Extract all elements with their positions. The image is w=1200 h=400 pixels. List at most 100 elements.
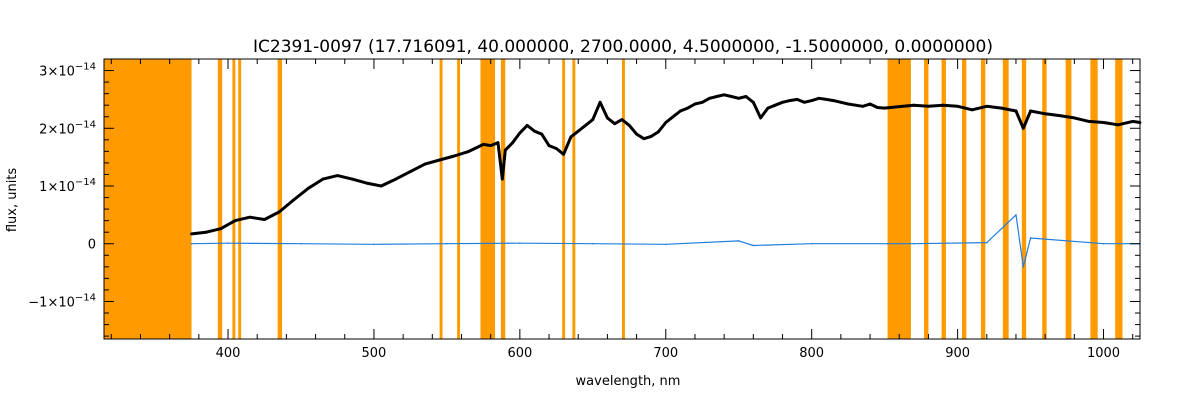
x-tick-label: 800 <box>799 346 824 361</box>
spectrum-point-79 <box>941 103 945 107</box>
spectrum-point-70 <box>839 100 843 104</box>
spectrum-point-34 <box>576 129 580 133</box>
residual-point-0 <box>190 242 193 245</box>
spectrum-point-40 <box>620 118 624 122</box>
spectrum-point-86 <box>1029 109 1032 113</box>
spectrum-point-84 <box>1014 109 1018 113</box>
spectrum-point-48 <box>678 109 682 113</box>
spectrum-point-8 <box>306 186 310 190</box>
x-tick-label: 500 <box>362 346 387 361</box>
spectrum-point-53 <box>715 95 719 98</box>
masked-region-9 <box>562 59 566 339</box>
spectrum-point-52 <box>708 96 711 100</box>
spectrum-point-27 <box>525 123 529 127</box>
residual-point-13 <box>985 241 988 244</box>
residual-point-4 <box>446 242 448 245</box>
spectrum-line <box>191 93 1141 236</box>
residual-point-10 <box>810 242 813 245</box>
residual-point-14 <box>1015 214 1017 216</box>
residual-point-1 <box>227 242 229 244</box>
spectrum-point-42 <box>635 132 638 136</box>
masked-region-18 <box>1021 59 1027 339</box>
spectrum-point-62 <box>781 100 784 104</box>
masked-region-3 <box>238 59 242 339</box>
spectrum-point-93 <box>1131 119 1135 123</box>
spectrum-point-32 <box>562 152 566 156</box>
y-axis: −1×10−14 0 1×10−14 2×10−14 3×10−14 <box>28 58 1140 337</box>
spectrum-point-87 <box>1043 112 1047 116</box>
spectrum-point-82 <box>985 104 989 108</box>
residual-point-5 <box>519 242 521 244</box>
spectrum-point-72 <box>854 103 857 107</box>
spectrum-point-19 <box>467 149 471 153</box>
spectrum-point-35 <box>584 123 587 127</box>
spectrum-point-63 <box>788 99 792 102</box>
spectrum-point-57 <box>744 95 748 98</box>
spectrum-point-14 <box>394 177 398 181</box>
residual-point-11 <box>886 242 889 245</box>
masked-region-20 <box>1065 59 1072 339</box>
spectrum-point-13 <box>379 184 383 188</box>
spectrum-point-55 <box>730 95 733 98</box>
residual-line <box>191 214 1140 268</box>
masked-region-14 <box>941 59 946 339</box>
masked-region-7 <box>480 59 496 339</box>
residual-point-2 <box>300 242 302 245</box>
masked-region-8 <box>500 59 506 339</box>
residual-point-6 <box>592 242 594 245</box>
masked-region-19 <box>1042 59 1047 339</box>
masked-region-15 <box>961 59 967 339</box>
residual-point-8 <box>737 240 740 242</box>
spectrum-point-76 <box>883 106 887 110</box>
spectrum-point-75 <box>875 106 879 109</box>
spectrum-point-11 <box>350 177 354 181</box>
spectrum-point-85 <box>1021 126 1025 130</box>
spectrum-point-49 <box>686 106 690 110</box>
x-tick-label: 700 <box>653 346 678 361</box>
spectrum-point-90 <box>1087 119 1091 123</box>
masked-region-12 <box>887 59 911 339</box>
spectrum-point-5 <box>263 218 266 221</box>
spectrum-point-1 <box>204 230 208 234</box>
masked-region-5 <box>439 59 443 339</box>
plot-frame <box>103 58 1141 340</box>
spectrum-point-29 <box>540 132 544 136</box>
y-tick-label: −1×10−14 <box>28 292 96 310</box>
masked-region-0 <box>104 59 192 339</box>
masked-region-6 <box>457 59 461 339</box>
y-tick-label: 3×10−14 <box>39 62 96 80</box>
spectrum-point-78 <box>927 104 930 108</box>
spectrum-point-80 <box>956 104 960 108</box>
plot-border <box>103 58 1141 340</box>
spectrum-point-58 <box>751 100 755 104</box>
spectrum-point-81 <box>970 108 974 112</box>
spectrum-point-30 <box>547 144 551 147</box>
spectrum-point-61 <box>773 103 777 107</box>
spectrum-point-67 <box>817 96 821 100</box>
x-tick-label: 1000 <box>1087 346 1120 361</box>
y-tick-label: 1×10−14 <box>39 177 96 195</box>
masked-region-17 <box>1002 59 1009 339</box>
spectrum-point-91 <box>1102 121 1105 124</box>
y-tick-label: 2×10−14 <box>39 119 96 137</box>
spectrum-point-54 <box>722 93 726 97</box>
masked-region-4 <box>277 59 283 339</box>
spectrum-point-88 <box>1058 114 1062 117</box>
masked-region-2 <box>232 59 236 339</box>
x-tick-label: 400 <box>216 346 241 361</box>
spectrum-point-64 <box>795 98 799 101</box>
spectrum-point-66 <box>810 99 814 102</box>
spectrum-point-41 <box>627 123 631 127</box>
spectrum-point-83 <box>999 106 1003 110</box>
spectrum-point-33 <box>569 135 573 139</box>
spectrum-point-73 <box>861 104 865 108</box>
masked-region-11 <box>622 59 625 339</box>
residual-point-16 <box>1029 237 1032 239</box>
residual-point-7 <box>664 243 667 246</box>
spectrum-point-74 <box>868 102 872 106</box>
chart-title: IC2391-0097 (17.716091, 40.000000, 2700.… <box>253 37 993 57</box>
x-tick-label: 600 <box>507 346 532 361</box>
residual-point-15 <box>1022 266 1025 268</box>
masked-region-21 <box>1090 59 1098 339</box>
spectrum-point-39 <box>613 122 617 126</box>
